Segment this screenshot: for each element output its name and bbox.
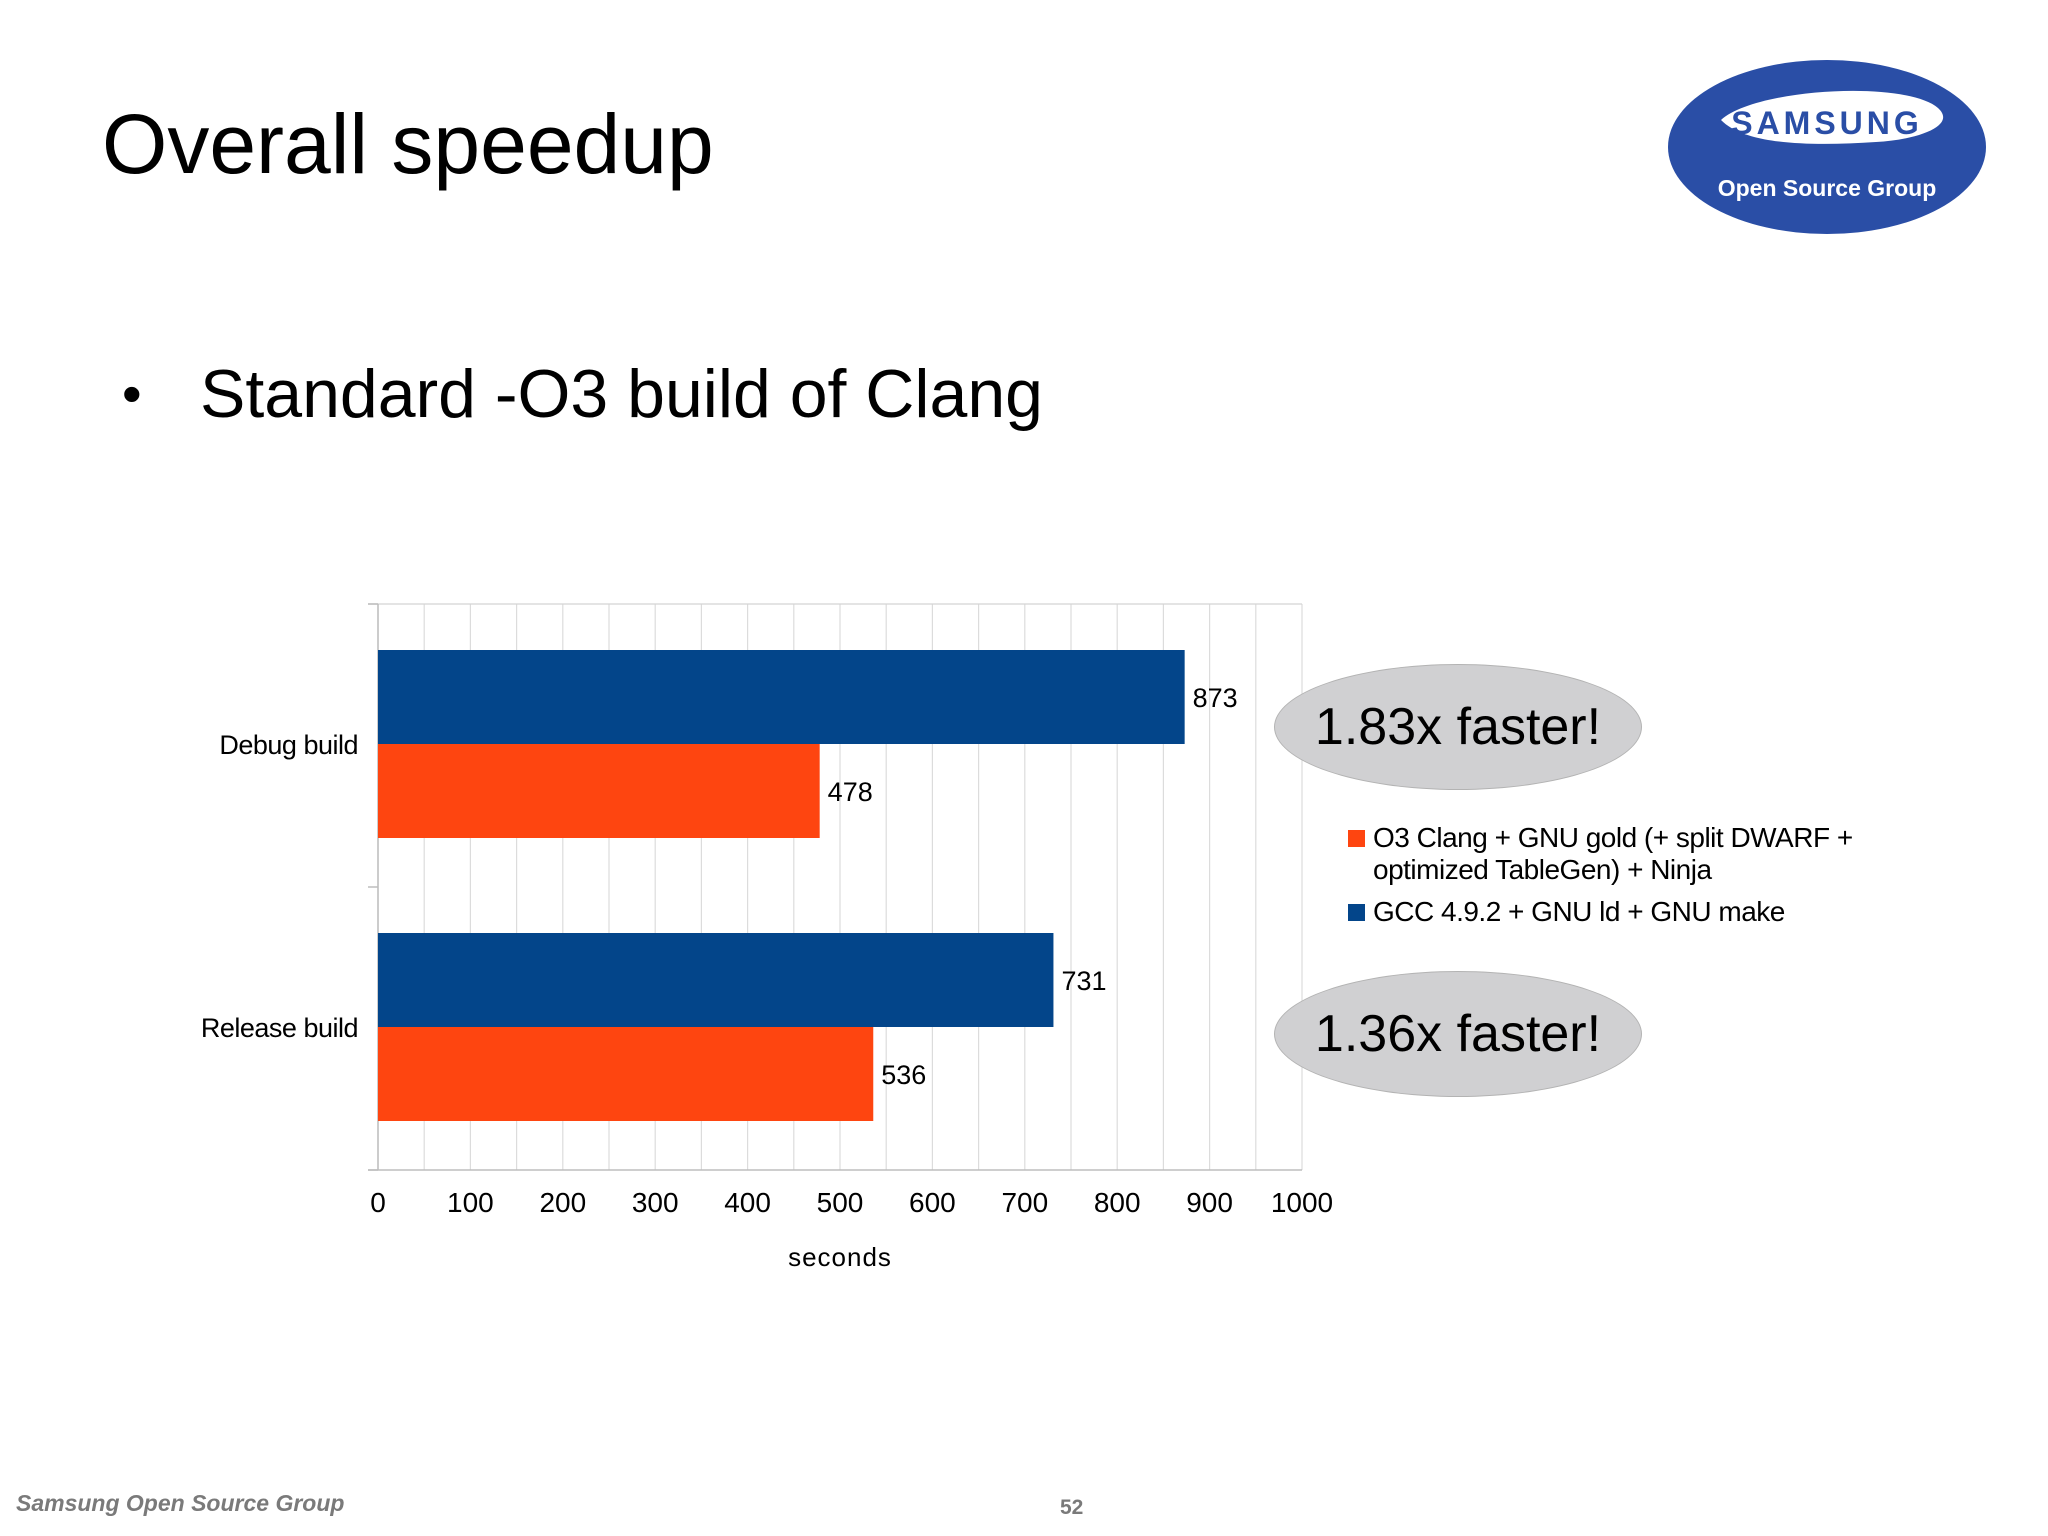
footer-org: Samsung Open Source Group [16, 1490, 345, 1516]
logo-swoosh [1721, 90, 1944, 144]
category-label: Release build [201, 1013, 358, 1043]
x-axis-title: seconds [788, 1242, 892, 1272]
data-label: 478 [828, 777, 873, 807]
legend-swatch-clang [1348, 830, 1365, 847]
data-label: 536 [881, 1060, 926, 1090]
x-tick-label: 0 [370, 1187, 386, 1218]
legend-swatch-gcc [1348, 904, 1365, 921]
legend-label-clang: O3 Clang + GNU gold (+ split DWARF + opt… [1373, 822, 1853, 885]
bar [378, 933, 1054, 1027]
x-tick-label: 500 [817, 1187, 864, 1218]
x-tick-label: 200 [539, 1187, 586, 1218]
page-number: 52 [1060, 1496, 1084, 1519]
bullet-item: • Standard -O3 build of Clang [122, 360, 1043, 428]
callout-release-text: 1.36x faster! [1314, 1005, 1602, 1063]
x-tick-label: 300 [632, 1187, 679, 1218]
callout-release-speedup: 1.36x faster! [1274, 971, 1642, 1097]
bar [378, 650, 1185, 744]
callout-debug-speedup: 1.83x faster! [1274, 664, 1642, 790]
slide-title: Overall speedup [102, 97, 714, 191]
data-label: 873 [1193, 683, 1238, 713]
legend-item-gcc: GCC 4.9.2 + GNU ld + GNU make [1346, 896, 1906, 928]
logo-brand: SAMSUNG [1731, 105, 1923, 141]
callout-debug-text: 1.83x faster! [1314, 698, 1602, 756]
x-tick-label: 800 [1094, 1187, 1141, 1218]
bar-chart: 0 100 200 300 400 500 600 700 800 900 1000 seconds D… [201, 603, 1333, 1272]
x-tick-label: 100 [447, 1187, 494, 1218]
legend-item-clang: O3 Clang + GNU gold (+ split DWARF + opt… [1346, 822, 1906, 886]
bar [378, 744, 820, 838]
x-tick-label: 1000 [1271, 1187, 1333, 1218]
x-tick-label: 600 [909, 1187, 956, 1218]
x-tick-label: 400 [724, 1187, 771, 1218]
category-label: Debug build [219, 730, 358, 760]
chart-legend: O3 Clang + GNU gold (+ split DWARF + opt… [1346, 822, 1906, 938]
samsung-logo: SAMSUNG Open Source Group [1668, 60, 1986, 234]
logo-tagline: Open Source Group [1718, 175, 1937, 201]
x-tick-label: 700 [1001, 1187, 1048, 1218]
bullet-text: Standard -O3 build of Clang [200, 356, 1043, 432]
bar [378, 1027, 874, 1121]
x-tick-label: 900 [1186, 1187, 1233, 1218]
legend-label-gcc: GCC 4.9.2 + GNU ld + GNU make [1373, 896, 1785, 927]
data-label: 731 [1061, 966, 1106, 996]
bullet-dot: • [122, 362, 142, 425]
